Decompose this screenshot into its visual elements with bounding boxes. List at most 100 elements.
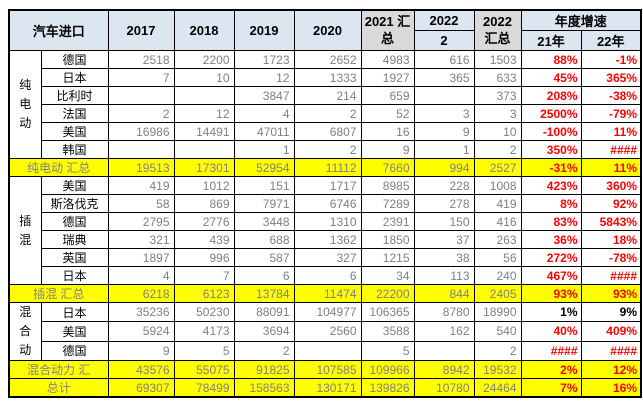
growth-22-cell[interactable]: ####	[580, 340, 642, 362]
value-cell[interactable]: 7289	[360, 194, 415, 213]
summary-label-cell[interactable]: 混合动力 汇	[8, 360, 109, 379]
value-cell[interactable]: 214	[293, 86, 362, 105]
value-cell[interactable]: 1310	[293, 212, 362, 231]
growth-21-cell[interactable]: 1%	[520, 301, 582, 323]
value-cell[interactable]: 1215	[360, 248, 415, 267]
value-cell[interactable]: 7	[107, 68, 175, 87]
value-cell[interactable]: 3	[473, 104, 522, 123]
value-cell[interactable]	[107, 140, 175, 159]
value-cell[interactable]: 2518	[107, 50, 175, 69]
col-header-year[interactable]: 2020	[293, 9, 362, 51]
value-cell[interactable]: 6218	[107, 284, 175, 303]
value-cell[interactable]: 278	[413, 194, 475, 213]
growth-22-cell[interactable]: 11%	[580, 122, 642, 141]
country-cell[interactable]: 法国	[40, 104, 109, 123]
growth-21-cell[interactable]: 88%	[520, 50, 582, 69]
value-cell[interactable]: 8985	[360, 176, 415, 195]
value-cell[interactable]: 9	[413, 122, 475, 141]
value-cell[interactable]: 844	[413, 284, 475, 303]
value-cell[interactable]: 2560	[293, 321, 362, 342]
summary-label-cell[interactable]: 总计	[8, 378, 109, 398]
value-cell[interactable]: 6746	[293, 194, 362, 213]
value-cell[interactable]: 109966	[360, 360, 415, 379]
value-cell[interactable]: 88091	[233, 301, 295, 323]
country-cell[interactable]: 瑞典	[40, 230, 109, 249]
value-cell[interactable]: 107585	[293, 360, 362, 379]
value-cell[interactable]: 2	[293, 140, 362, 159]
value-cell[interactable]: 162	[413, 321, 475, 342]
value-cell[interactable]: 365	[413, 68, 475, 87]
value-cell[interactable]: 263	[473, 230, 522, 249]
value-cell[interactable]: 139826	[360, 378, 415, 398]
value-cell[interactable]: 106365	[360, 301, 415, 323]
value-cell[interactable]: 373	[473, 86, 522, 105]
country-cell[interactable]: 斯洛伐克	[40, 194, 109, 213]
growth-22-cell[interactable]: 9%	[580, 301, 642, 323]
value-cell[interactable]: 3847	[233, 86, 295, 105]
value-cell[interactable]: 540	[473, 321, 522, 342]
growth-22-cell[interactable]: -1%	[580, 50, 642, 69]
value-cell[interactable]: 104977	[293, 301, 362, 323]
value-cell[interactable]: 2527	[473, 158, 522, 177]
value-cell[interactable]: 19532	[473, 360, 522, 379]
growth-21-cell[interactable]: ####	[520, 340, 582, 362]
col-header-2022-total[interactable]: 2022 汇总	[473, 9, 522, 51]
value-cell[interactable]: 1362	[293, 230, 362, 249]
value-cell[interactable]: 78499	[173, 378, 235, 398]
value-cell[interactable]: 35236	[107, 301, 175, 323]
growth-21-cell[interactable]: 208%	[520, 86, 582, 105]
value-cell[interactable]: 9	[107, 340, 175, 362]
value-cell[interactable]: 47011	[233, 122, 295, 141]
value-cell[interactable]: 996	[173, 248, 235, 267]
growth-22-cell[interactable]: -78%	[580, 248, 642, 267]
value-cell[interactable]: 55075	[173, 360, 235, 379]
value-cell[interactable]: 16	[360, 122, 415, 141]
category-cell[interactable]: 混 合 动	[8, 302, 42, 361]
summary-label-cell[interactable]: 纯电动 汇总	[8, 158, 109, 177]
col-header-2022[interactable]: 2022	[413, 9, 475, 31]
value-cell[interactable]: 439	[173, 230, 235, 249]
value-cell[interactable]: 1503	[473, 50, 522, 69]
value-cell[interactable]: 37	[413, 230, 475, 249]
growth-22-cell[interactable]: 93%	[580, 284, 642, 303]
country-cell[interactable]: 德国	[40, 50, 109, 69]
value-cell[interactable]: 5	[173, 340, 235, 362]
value-cell[interactable]: 50230	[173, 301, 235, 323]
value-cell[interactable]: 6	[233, 266, 295, 285]
value-cell[interactable]: 24464	[473, 378, 522, 398]
value-cell[interactable]: 5	[360, 340, 415, 362]
growth-22-cell[interactable]: 18%	[580, 230, 642, 249]
value-cell[interactable]: 10780	[413, 378, 475, 398]
value-cell[interactable]	[107, 86, 175, 105]
value-cell[interactable]	[173, 86, 235, 105]
col-header-2021-total[interactable]: 2021 汇总	[360, 9, 415, 51]
value-cell[interactable]: 11474	[293, 284, 362, 303]
value-cell[interactable]: 34	[360, 266, 415, 285]
growth-21-cell[interactable]: 45%	[520, 68, 582, 87]
growth-22-cell[interactable]: -79%	[580, 104, 642, 123]
value-cell[interactable]: 12	[173, 104, 235, 123]
growth-22-cell[interactable]: 11%	[580, 158, 642, 177]
growth-22-cell[interactable]: -38%	[580, 86, 642, 105]
col-header-year[interactable]: 2019	[233, 9, 295, 51]
growth-21-cell[interactable]: 40%	[520, 321, 582, 342]
value-cell[interactable]: 2	[473, 140, 522, 159]
value-cell[interactable]: 1717	[293, 176, 362, 195]
summary-label-cell[interactable]: 插混 汇总	[8, 284, 109, 303]
country-cell[interactable]: 美国	[40, 122, 109, 141]
growth-21-cell[interactable]: -31%	[520, 158, 582, 177]
value-cell[interactable]: 327	[293, 248, 362, 267]
value-cell[interactable]: 2391	[360, 212, 415, 231]
growth-21-cell[interactable]: 36%	[520, 230, 582, 249]
value-cell[interactable]: 43576	[107, 360, 175, 379]
value-cell[interactable]: 6	[293, 266, 362, 285]
value-cell[interactable]: 19513	[107, 158, 175, 177]
value-cell[interactable]	[413, 340, 475, 362]
value-cell[interactable]: 56	[473, 248, 522, 267]
value-cell[interactable]: 419	[107, 176, 175, 195]
value-cell[interactable]: 10	[173, 68, 235, 87]
value-cell[interactable]: 3588	[360, 321, 415, 342]
value-cell[interactable]: 22200	[360, 284, 415, 303]
country-cell[interactable]: 德国	[40, 340, 109, 362]
country-cell[interactable]: 日本	[40, 301, 109, 323]
